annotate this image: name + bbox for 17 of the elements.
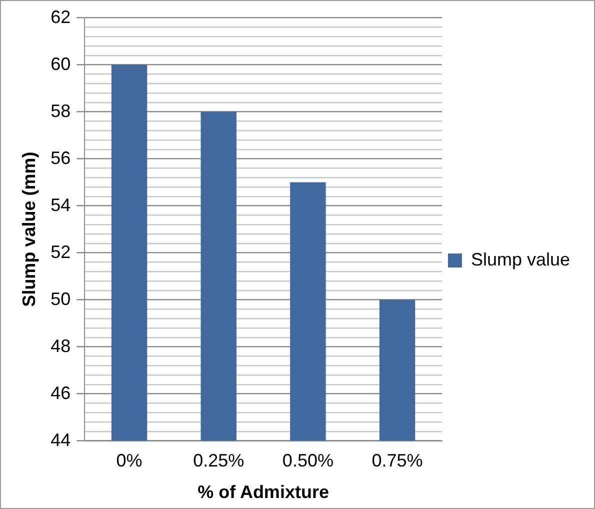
y-axis-title: Slump value (mm): [18, 152, 39, 307]
y-tick-label: 62: [50, 6, 71, 27]
y-tick-label: 58: [50, 100, 71, 121]
y-tick-label: 46: [50, 382, 71, 403]
y-tick-label: 60: [50, 54, 71, 74]
y-tick-label: 48: [50, 336, 71, 356]
y-tick-label: 54: [50, 194, 71, 215]
y-tick-label: 56: [50, 148, 71, 168]
y-tick-label: 50: [50, 288, 71, 309]
y-tick-label: 44: [50, 430, 71, 450]
x-tick-label: 0.25%: [193, 450, 244, 471]
x-tick-label: 0.50%: [282, 450, 334, 471]
y-tick-label: 52: [50, 242, 71, 262]
x-axis-title: % of Admixture: [198, 482, 329, 502]
legend-label: Slump value: [470, 249, 570, 270]
x-tick-label: 0%: [116, 450, 142, 471]
x-tick-label: 0.75%: [372, 450, 423, 471]
